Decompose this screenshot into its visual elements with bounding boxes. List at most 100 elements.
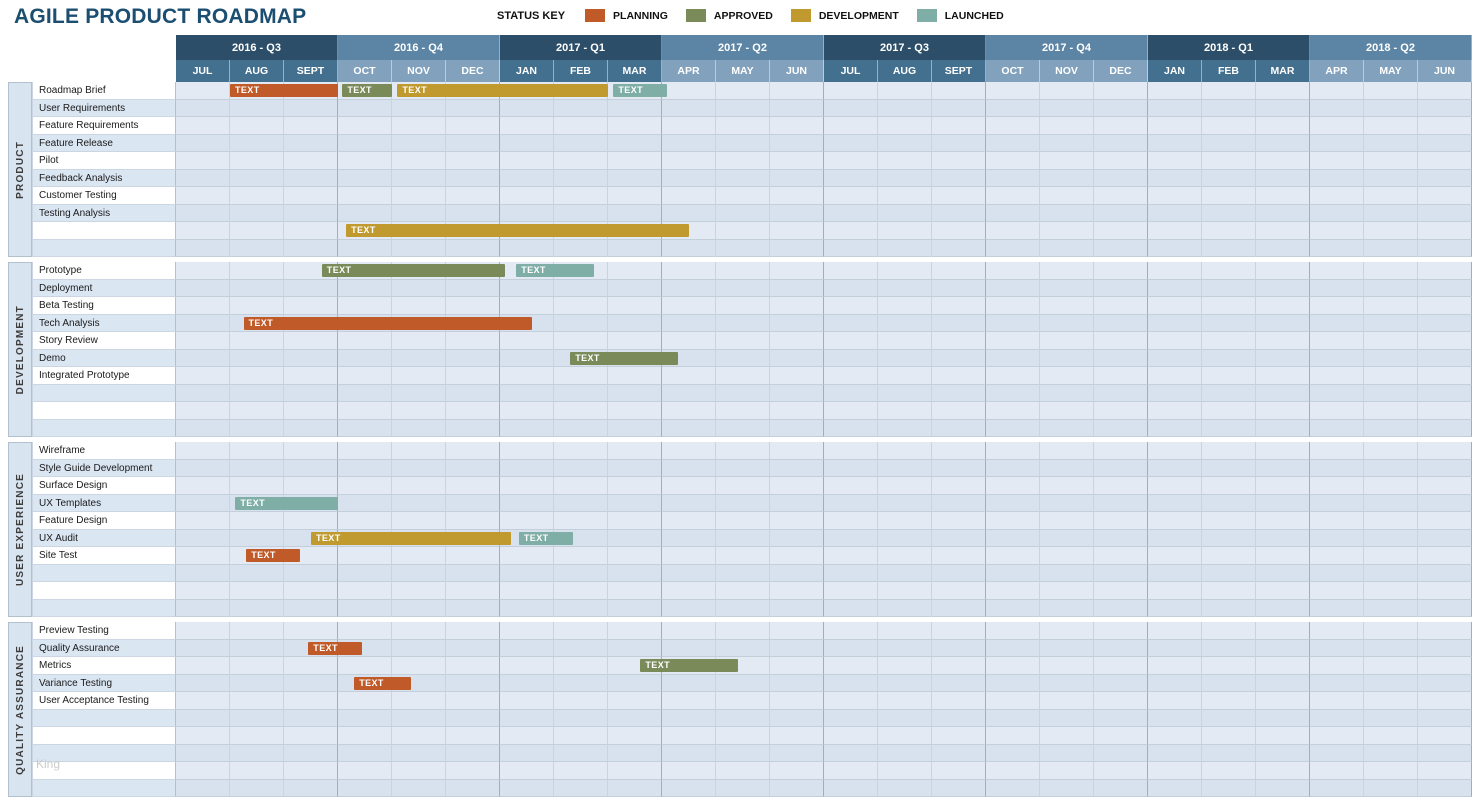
grid-cell[interactable] xyxy=(608,402,662,420)
grid-cell[interactable] xyxy=(1256,657,1310,675)
grid-cell[interactable] xyxy=(608,419,662,437)
grid-cell[interactable] xyxy=(1148,639,1202,657)
grid-cell[interactable] xyxy=(446,367,500,385)
grid-cell[interactable] xyxy=(662,674,716,692)
grid-cell[interactable] xyxy=(1364,349,1418,367)
row-label[interactable]: Roadmap Brief xyxy=(32,82,176,100)
grid-cell[interactable] xyxy=(716,239,770,257)
grid-cell[interactable] xyxy=(716,622,770,640)
grid-cell[interactable] xyxy=(338,279,392,297)
grid-cell[interactable] xyxy=(1202,134,1256,152)
grid-cell[interactable] xyxy=(1364,402,1418,420)
grid-cell[interactable] xyxy=(1364,297,1418,315)
grid-cell[interactable] xyxy=(230,744,284,762)
grid-cell[interactable] xyxy=(824,402,878,420)
grid-cell[interactable] xyxy=(1256,639,1310,657)
grid-cell[interactable] xyxy=(662,99,716,117)
grid-cell[interactable] xyxy=(392,477,446,495)
row-label[interactable] xyxy=(32,727,176,745)
grid-cell[interactable] xyxy=(1310,512,1364,530)
grid-cell[interactable] xyxy=(716,674,770,692)
grid-cell[interactable] xyxy=(230,297,284,315)
grid-cell[interactable] xyxy=(392,692,446,710)
grid-cell[interactable] xyxy=(824,639,878,657)
grid-cell[interactable] xyxy=(770,187,824,205)
grid-cell[interactable] xyxy=(662,692,716,710)
grid-cell[interactable] xyxy=(932,367,986,385)
grid-cell[interactable] xyxy=(1310,419,1364,437)
grid-cell[interactable] xyxy=(608,239,662,257)
grid-cell[interactable] xyxy=(1418,459,1472,477)
grid-cell[interactable] xyxy=(500,622,554,640)
grid-cell[interactable] xyxy=(932,779,986,797)
grid-cell[interactable] xyxy=(338,477,392,495)
grid-cell[interactable] xyxy=(392,442,446,460)
grid-cell[interactable] xyxy=(824,657,878,675)
grid-cell[interactable] xyxy=(230,599,284,617)
grid-cell[interactable] xyxy=(824,512,878,530)
grid-cell[interactable] xyxy=(176,134,230,152)
grid-cell[interactable] xyxy=(608,622,662,640)
grid-cell[interactable] xyxy=(1256,779,1310,797)
grid-cell[interactable] xyxy=(716,599,770,617)
grid-cell[interactable] xyxy=(770,82,824,100)
grid-cell[interactable] xyxy=(338,657,392,675)
row-label[interactable]: Testing Analysis xyxy=(32,204,176,222)
grid-cell[interactable] xyxy=(1256,262,1310,280)
row-label[interactable]: Customer Testing xyxy=(32,187,176,205)
grid-cell[interactable] xyxy=(1256,222,1310,240)
grid-cell[interactable] xyxy=(1364,494,1418,512)
grid-cell[interactable] xyxy=(446,582,500,600)
grid-cell[interactable] xyxy=(1256,512,1310,530)
grid-cell[interactable] xyxy=(878,297,932,315)
gantt-bar-planning[interactable]: TEXT xyxy=(354,676,411,690)
grid-cell[interactable] xyxy=(230,222,284,240)
grid-cell[interactable] xyxy=(1148,564,1202,582)
grid-cell[interactable] xyxy=(608,582,662,600)
grid-cell[interactable] xyxy=(1202,402,1256,420)
row-label[interactable] xyxy=(32,762,176,780)
grid-cell[interactable] xyxy=(932,134,986,152)
grid-cell[interactable] xyxy=(1364,564,1418,582)
grid-cell[interactable] xyxy=(500,152,554,170)
grid-cell[interactable] xyxy=(1364,367,1418,385)
grid-cell[interactable] xyxy=(554,512,608,530)
grid-cell[interactable] xyxy=(716,349,770,367)
grid-cell[interactable] xyxy=(1364,477,1418,495)
grid-cell[interactable] xyxy=(1418,332,1472,350)
grid-cell[interactable] xyxy=(662,727,716,745)
grid-cell[interactable] xyxy=(878,222,932,240)
grid-cell[interactable] xyxy=(986,727,1040,745)
grid-cell[interactable] xyxy=(1040,779,1094,797)
row-label[interactable]: Surface Design xyxy=(32,477,176,495)
grid-cell[interactable] xyxy=(1418,762,1472,780)
grid-cell[interactable] xyxy=(1148,152,1202,170)
grid-cell[interactable] xyxy=(824,279,878,297)
row-label[interactable] xyxy=(32,384,176,402)
grid-cell[interactable] xyxy=(1418,349,1472,367)
grid-cell[interactable] xyxy=(1148,459,1202,477)
row-label[interactable]: UX Templates xyxy=(32,494,176,512)
grid-cell[interactable] xyxy=(500,367,554,385)
grid-cell[interactable] xyxy=(932,564,986,582)
grid-cell[interactable] xyxy=(1418,152,1472,170)
gantt-bar-launched[interactable]: TEXT xyxy=(235,496,338,510)
grid-cell[interactable] xyxy=(878,477,932,495)
grid-cell[interactable] xyxy=(284,169,338,187)
grid-cell[interactable] xyxy=(824,332,878,350)
grid-cell[interactable] xyxy=(932,117,986,135)
grid-cell[interactable] xyxy=(1040,349,1094,367)
grid-cell[interactable] xyxy=(338,349,392,367)
grid-cell[interactable] xyxy=(662,134,716,152)
grid-cell[interactable] xyxy=(824,599,878,617)
grid-cell[interactable] xyxy=(230,512,284,530)
grid-cell[interactable] xyxy=(932,639,986,657)
grid-cell[interactable] xyxy=(770,99,824,117)
grid-cell[interactable] xyxy=(1310,82,1364,100)
grid-cell[interactable] xyxy=(554,442,608,460)
grid-cell[interactable] xyxy=(1418,494,1472,512)
grid-cell[interactable] xyxy=(716,297,770,315)
grid-cell[interactable] xyxy=(716,384,770,402)
row-label[interactable]: Feedback Analysis xyxy=(32,169,176,187)
grid-cell[interactable] xyxy=(1148,384,1202,402)
